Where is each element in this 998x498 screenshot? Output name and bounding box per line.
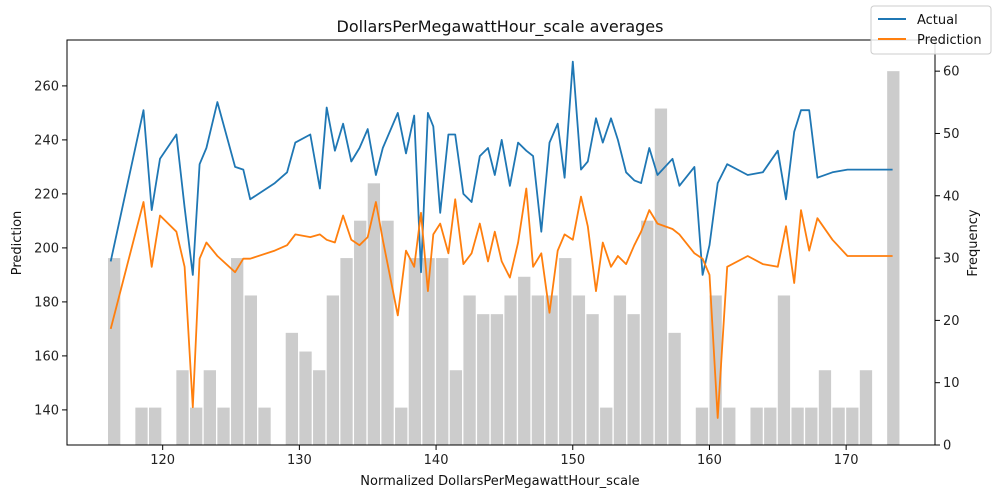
y-axis-label: Prediction bbox=[10, 211, 25, 276]
y-axis-right: 0 10 20 30 40 50 60 bbox=[935, 65, 960, 454]
histogram-bar bbox=[695, 407, 709, 445]
y2-tick-label: 30 bbox=[943, 252, 960, 267]
y-tick-label: 200 bbox=[34, 241, 59, 256]
histogram-bar bbox=[846, 407, 859, 445]
histogram-bar bbox=[586, 314, 599, 445]
histogram-bar bbox=[504, 295, 517, 445]
histogram-bar bbox=[449, 370, 463, 445]
x-tick-label: 160 bbox=[697, 453, 722, 468]
histogram-bar bbox=[668, 332, 681, 445]
histogram-bar bbox=[818, 370, 832, 445]
x-tick-label: 170 bbox=[834, 453, 859, 468]
histogram-bar bbox=[408, 258, 422, 445]
histogram-bar bbox=[285, 332, 299, 445]
histogram-bar bbox=[190, 407, 203, 445]
x-tick-label: 140 bbox=[424, 453, 449, 468]
histogram-bar bbox=[750, 407, 763, 445]
histogram-bar bbox=[436, 258, 449, 445]
histogram-bar bbox=[723, 407, 736, 445]
legend: Actual Prediction bbox=[870, 5, 992, 55]
y-tick-label: 260 bbox=[34, 79, 59, 94]
histogram-bar bbox=[805, 407, 818, 445]
histogram-bar bbox=[654, 108, 668, 446]
histogram-bar bbox=[887, 71, 900, 446]
histogram-bar bbox=[859, 370, 873, 445]
histogram-bar bbox=[518, 276, 531, 445]
x-axis-label: Normalized DollarsPerMegawattHour_scale bbox=[360, 474, 639, 489]
histogram-bar bbox=[764, 407, 777, 445]
y2-tick-label: 40 bbox=[943, 189, 960, 204]
histogram-bar bbox=[313, 370, 326, 445]
y-axis-left: 140 160 180 200 220 240 260 bbox=[34, 79, 67, 418]
y2-tick-label: 50 bbox=[943, 127, 960, 142]
histogram-bar bbox=[244, 295, 258, 445]
histogram-bar bbox=[777, 295, 791, 445]
y-tick-label: 180 bbox=[34, 295, 59, 310]
histogram-bar bbox=[367, 183, 381, 446]
x-tick-label: 120 bbox=[150, 453, 175, 468]
histogram-bar bbox=[299, 351, 312, 445]
histogram-bar bbox=[108, 258, 121, 445]
histogram-bar bbox=[217, 407, 230, 445]
y-tick-label: 140 bbox=[34, 403, 59, 418]
legend-label-actual: Actual bbox=[917, 13, 958, 28]
x-tick-label: 150 bbox=[560, 453, 585, 468]
histogram-bar bbox=[203, 370, 216, 445]
histogram-bar bbox=[258, 407, 271, 445]
legend-label-prediction: Prediction bbox=[917, 33, 982, 48]
histogram-bar bbox=[613, 295, 627, 445]
histogram-bar bbox=[422, 258, 435, 445]
x-axis: 120 130 140 150 160 170 bbox=[150, 445, 859, 468]
y-tick-label: 220 bbox=[34, 187, 59, 202]
histogram-bar bbox=[381, 220, 394, 445]
y-tick-label: 240 bbox=[34, 133, 59, 148]
histogram-bar bbox=[463, 295, 476, 445]
y2-tick-label: 20 bbox=[943, 314, 960, 329]
histogram-bar bbox=[545, 295, 558, 445]
histogram-bar bbox=[477, 314, 490, 445]
histogram-bar bbox=[395, 407, 408, 445]
histogram-bar bbox=[832, 407, 845, 445]
histogram-bar bbox=[149, 407, 162, 445]
histogram-bar bbox=[791, 407, 804, 445]
histogram-bar bbox=[340, 258, 353, 445]
y2-axis-label: Frequency bbox=[966, 209, 981, 276]
histogram-bar bbox=[559, 258, 572, 445]
plot-frame bbox=[66, 39, 936, 446]
histogram-bar bbox=[231, 258, 244, 445]
line-layer bbox=[109, 60, 893, 419]
histogram-bar bbox=[641, 220, 654, 445]
actual-line bbox=[109, 60, 893, 276]
histogram-bar bbox=[354, 220, 367, 445]
chart-title: DollarsPerMegawattHour_scale averages bbox=[337, 17, 664, 37]
y2-tick-label: 60 bbox=[943, 65, 960, 80]
y2-tick-label: 0 bbox=[943, 439, 951, 454]
prediction-line bbox=[109, 187, 893, 419]
histogram-bar bbox=[531, 295, 545, 445]
histogram-bar bbox=[572, 295, 586, 445]
histogram-bar bbox=[135, 407, 148, 445]
histogram-bar bbox=[176, 370, 189, 445]
histogram-bar bbox=[600, 407, 613, 445]
histogram-layer bbox=[108, 71, 900, 446]
y2-tick-label: 10 bbox=[943, 376, 960, 391]
histogram-bar bbox=[490, 314, 504, 445]
histogram-bar bbox=[326, 295, 340, 445]
x-tick-label: 130 bbox=[287, 453, 312, 468]
y-tick-label: 160 bbox=[34, 349, 59, 364]
histogram-bar bbox=[627, 314, 640, 445]
